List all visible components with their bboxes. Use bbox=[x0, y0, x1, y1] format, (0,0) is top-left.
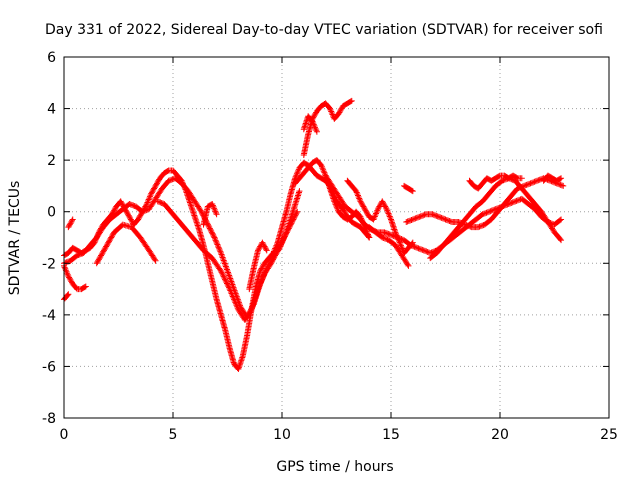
x-tick-label: 15 bbox=[382, 427, 400, 443]
x-tick-label: 10 bbox=[273, 427, 291, 443]
y-tick-label: -2 bbox=[42, 256, 56, 272]
y-tick-label: 6 bbox=[47, 50, 56, 66]
data-series-arc-8 bbox=[200, 200, 220, 228]
data-series-arc-9 bbox=[246, 239, 270, 293]
x-tick-label: 25 bbox=[600, 427, 618, 443]
data-series-arc-6 bbox=[93, 221, 159, 267]
data-series-arc-19 bbox=[466, 172, 525, 192]
grid-lines bbox=[64, 57, 609, 418]
data-series-arc-15 bbox=[366, 224, 412, 269]
data-series-arc-14 bbox=[344, 177, 416, 256]
data-series-arc-18 bbox=[427, 175, 565, 262]
plot-frame bbox=[63, 56, 610, 419]
y-tick-label: 2 bbox=[47, 153, 56, 169]
y-tick-label: 0 bbox=[47, 205, 56, 221]
data-series-arc-3 bbox=[61, 262, 89, 293]
y-tick-label: -4 bbox=[42, 308, 56, 324]
data-series-arc-10 bbox=[300, 97, 355, 158]
data-series-arc-11 bbox=[300, 113, 320, 135]
data-series bbox=[61, 97, 567, 373]
x-tick-label: 20 bbox=[491, 427, 509, 443]
chart-title: Day 331 of 2022, Sidereal Day-to-day VTE… bbox=[45, 22, 603, 38]
y-tick-label: -6 bbox=[42, 359, 56, 375]
data-series-arc-7 bbox=[154, 198, 301, 324]
x-tick-label: 0 bbox=[60, 427, 69, 443]
axis-ticks: 0 5 10 15 20 25 -8 -6 -4 -2 0 2 4 6 bbox=[42, 50, 618, 443]
data-series-arc-5 bbox=[65, 216, 76, 231]
y-tick-label: 4 bbox=[47, 102, 56, 118]
y-tick-label: -8 bbox=[42, 411, 56, 427]
data-series-arc-20 bbox=[540, 172, 565, 184]
data-series-arc-4 bbox=[61, 291, 72, 303]
x-tick-label: 5 bbox=[169, 427, 178, 443]
x-axis-title: GPS time / hours bbox=[276, 459, 393, 475]
data-series-arc-16 bbox=[401, 182, 416, 195]
y-axis-title: SDTVAR / TECUs bbox=[7, 181, 23, 296]
